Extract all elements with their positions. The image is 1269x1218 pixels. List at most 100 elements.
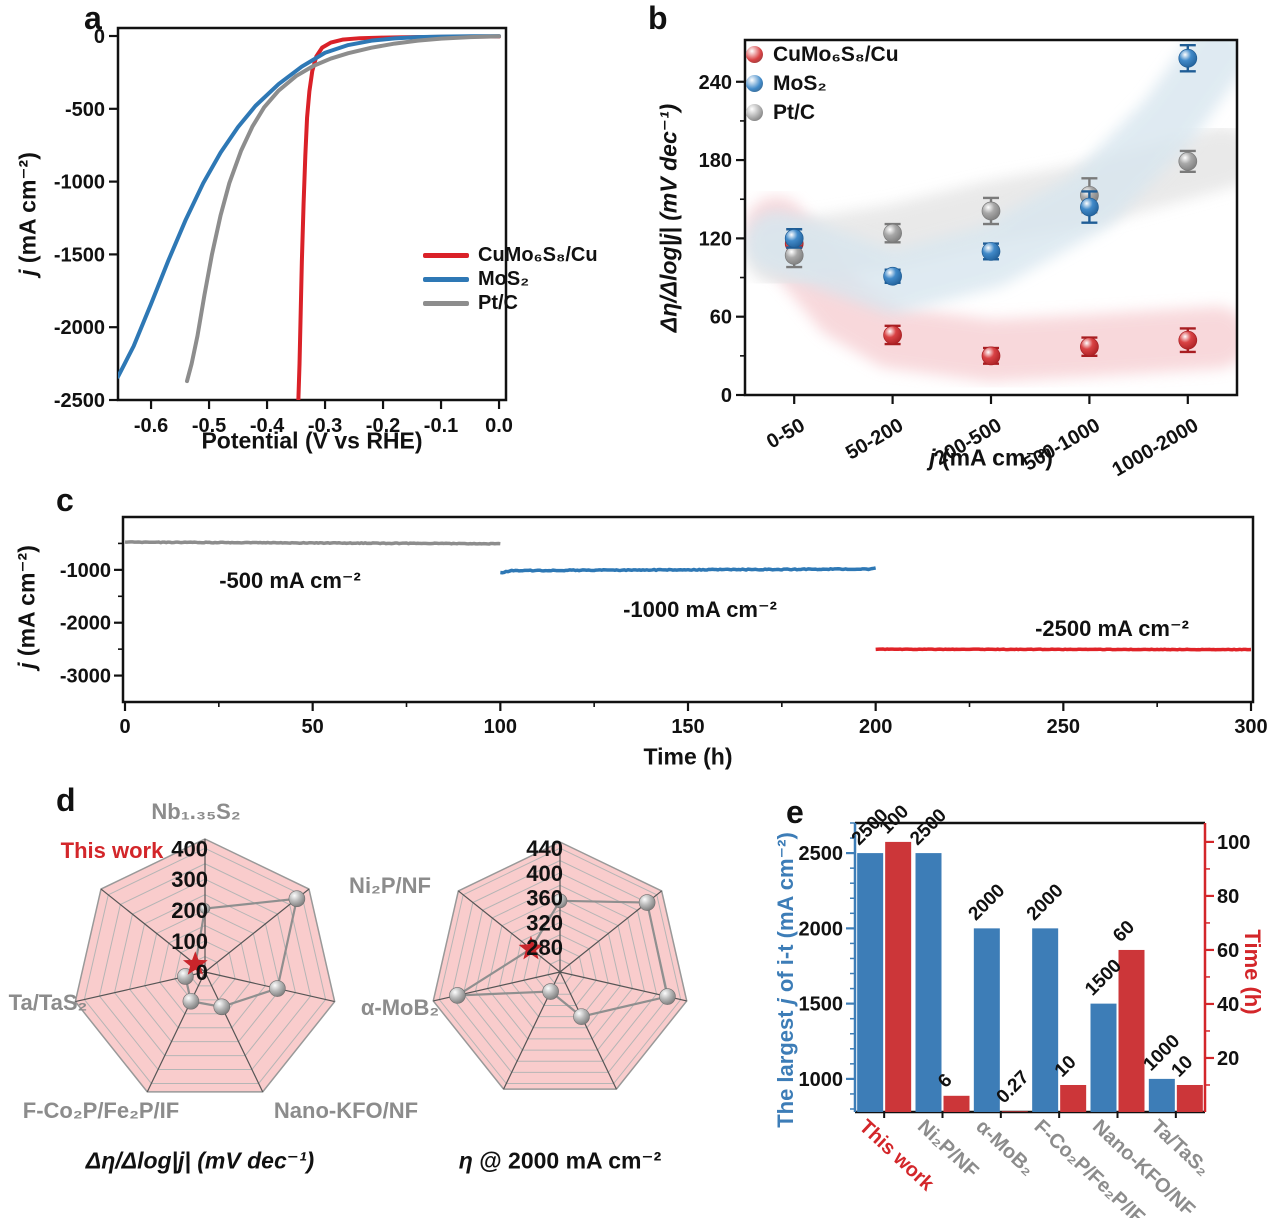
svg-text:120: 120 <box>699 228 732 250</box>
c-ylabel-j: j <box>13 662 40 669</box>
d-radar-right-point-1 <box>638 894 656 911</box>
b-legend-sphere-blue <box>746 75 763 92</box>
e-bar-j-4 <box>1090 1003 1117 1112</box>
c-segment-0 <box>124 540 501 546</box>
svg-text:-2500: -2500 <box>54 390 105 412</box>
c-annotation-500: -500 mA cm⁻² <box>219 568 361 593</box>
b-point-1-0 <box>784 229 804 248</box>
svg-text:-2000: -2000 <box>54 317 105 339</box>
a-legend-label-2: Pt/C <box>478 291 518 314</box>
e-bar-j-1 <box>915 853 942 1112</box>
svg-text:360: 360 <box>526 886 563 911</box>
c-x-axis-label: Time (h) <box>643 743 733 770</box>
b-legend-sphere-gray <box>746 104 763 121</box>
b-legend: CuMo₆S₈/Cu MoS₂ Pt/C <box>746 40 899 127</box>
b-point-0-2 <box>981 346 1001 366</box>
b-point-2-1 <box>883 223 902 243</box>
e-bar-time-3 <box>1060 1084 1087 1112</box>
svg-text:1000: 1000 <box>799 1069 844 1091</box>
svg-text:0: 0 <box>196 960 208 985</box>
a-axes: 0 -500 -1000 -1500 -2000 -2500 -0.6 -0.5 -0.4 -0.… <box>54 26 513 437</box>
e-bar-time-1 <box>943 1095 970 1112</box>
b-point-0-1 <box>883 325 902 345</box>
e-bar-j-0 <box>857 853 884 1112</box>
panel-label-d: d <box>56 782 76 818</box>
a-legend-line-red <box>423 252 469 258</box>
a-legend-line-blue <box>423 276 469 282</box>
d-axis-label-ta-tas2: Ta/TaS₂ <box>8 990 88 1015</box>
d-axis-label-nano-kfo: Nano-KFO/NF <box>273 1098 419 1123</box>
b-point-1-3 <box>1080 197 1099 217</box>
b-point-2-2 <box>981 201 1001 221</box>
e-left-pre: The largest <box>773 1004 798 1128</box>
b-point-1-2 <box>981 242 1001 261</box>
svg-text:100: 100 <box>171 929 208 954</box>
a-legend-line-gray <box>423 300 469 306</box>
a-legend-item-1: MoS₂ <box>423 267 598 291</box>
d-radar-left-point-1 <box>288 890 306 908</box>
b-point-0-4 <box>1178 330 1198 350</box>
svg-text:Nano-KFO/NF: Nano-KFO/NF <box>1088 1116 1199 1218</box>
e-bar-j-2 <box>973 928 1000 1112</box>
e-axes: 1000 1500 2000 2500 20 40 60 80 100 <box>799 821 1250 1114</box>
d-radar-left-point-3 <box>213 998 231 1016</box>
panel-label-c: c <box>56 482 74 518</box>
e-bar-time-5 <box>1176 1084 1203 1112</box>
svg-text:50-200: 50-200 <box>842 414 907 464</box>
svg-text:400: 400 <box>526 861 563 886</box>
svg-text:200: 200 <box>171 898 208 923</box>
svg-text:0-50: 0-50 <box>763 414 809 453</box>
a-curve-1 <box>118 34 502 379</box>
a-curve-0 <box>296 34 502 400</box>
svg-text:2500: 2500 <box>906 805 951 850</box>
d-radar-right-star <box>518 935 544 960</box>
e-bar-j-5 <box>1148 1078 1175 1112</box>
c-ylabel-unit: (mA cm⁻²) <box>13 545 40 663</box>
svg-text:80: 80 <box>1217 886 1239 908</box>
d-radar-left-star <box>182 951 208 975</box>
b-point-2-0 <box>784 245 804 265</box>
svg-text:-3000: -3000 <box>60 666 111 688</box>
svg-text:0: 0 <box>721 385 732 407</box>
svg-text:20: 20 <box>1217 1048 1239 1070</box>
b-xlabel-j: j <box>929 444 936 471</box>
svg-text:60: 60 <box>1217 940 1239 962</box>
e-bar-time-4 <box>1118 949 1145 1112</box>
svg-text:2500: 2500 <box>799 843 844 865</box>
b-legend-sphere-red <box>746 46 763 63</box>
svg-text:60: 60 <box>1109 917 1139 947</box>
c-annotation-2500: -2500 mA cm⁻² <box>1035 616 1189 641</box>
svg-text:250: 250 <box>1047 716 1080 738</box>
svg-text:-0.1: -0.1 <box>424 415 458 437</box>
b-legend-label-2: Pt/C <box>773 100 815 124</box>
d-radar-right-data-line <box>453 899 669 1018</box>
b-band-2 <box>745 40 1237 314</box>
svg-text:280: 280 <box>526 935 563 960</box>
b-point-0-3 <box>1080 337 1099 357</box>
d-radar-left-point-0 <box>199 903 211 914</box>
svg-text:-0.6: -0.6 <box>134 415 168 437</box>
svg-text:400: 400 <box>171 836 208 861</box>
b-point-2-4 <box>1178 152 1198 171</box>
b-legend-item-2: Pt/C <box>746 98 899 127</box>
d-radar-right-point-4 <box>542 983 559 1000</box>
svg-text:0.0: 0.0 <box>485 415 513 437</box>
a-legend-item-0: CuMo₆S₈/Cu <box>423 243 598 267</box>
a-legend-label-0: CuMo₆S₈/Cu <box>478 243 598 266</box>
d-axis-label-f-co2p: F-Co₂P/Fe₂P/IF <box>22 1098 180 1123</box>
c-axes: -1000 -2000 -3000 0 50 100 150 200 250 300 <box>60 515 1268 738</box>
d-radar-right-point-5 <box>449 987 466 1004</box>
d-axis-label-ni2p-nf: Ni₂P/NF <box>349 873 431 898</box>
panel-label-e: e <box>786 794 804 830</box>
b-legend-label-1: MoS₂ <box>773 71 827 95</box>
svg-text:2000: 2000 <box>965 880 1010 925</box>
panel-c-svg: -1000 -2000 -3000 0 50 100 150 200 250 300 <box>60 515 1268 738</box>
e-left-j: j <box>773 998 798 1005</box>
e-bar-j-3 <box>1032 928 1059 1112</box>
e-bar-time-2 <box>1001 1111 1028 1112</box>
svg-text:-0.4: -0.4 <box>250 415 285 437</box>
